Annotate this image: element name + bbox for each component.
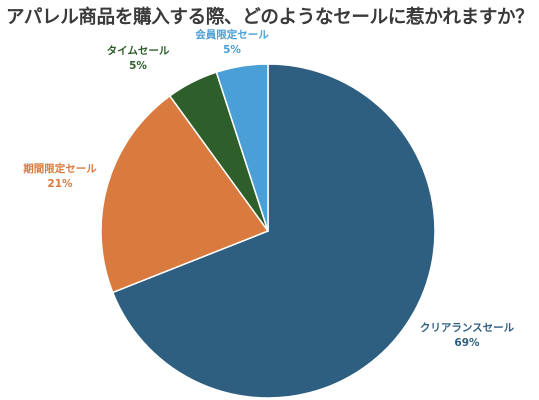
slice-label-clearance: クリアランスセール xyxy=(420,322,515,334)
pie-slice-member-only xyxy=(215,63,269,232)
slice-value-member-only: 5% xyxy=(223,44,241,56)
slice-label-member-only: 会員限定セール xyxy=(195,28,269,41)
slice-value-time-sale: 5% xyxy=(129,60,147,72)
slice-label-time-sale: タイムセール xyxy=(107,45,170,57)
pie-slice-clearance xyxy=(111,63,436,399)
slice-label-limited-time: 期間限定セール xyxy=(23,162,97,175)
slice-value-limited-time: 21% xyxy=(47,178,73,190)
chart-title: アパレル商品を購入する際、どのようなセールに惹かれますか？ xyxy=(6,7,534,28)
pie-slice-limited-time xyxy=(100,94,270,294)
slice-value-clearance: 69% xyxy=(454,337,480,349)
